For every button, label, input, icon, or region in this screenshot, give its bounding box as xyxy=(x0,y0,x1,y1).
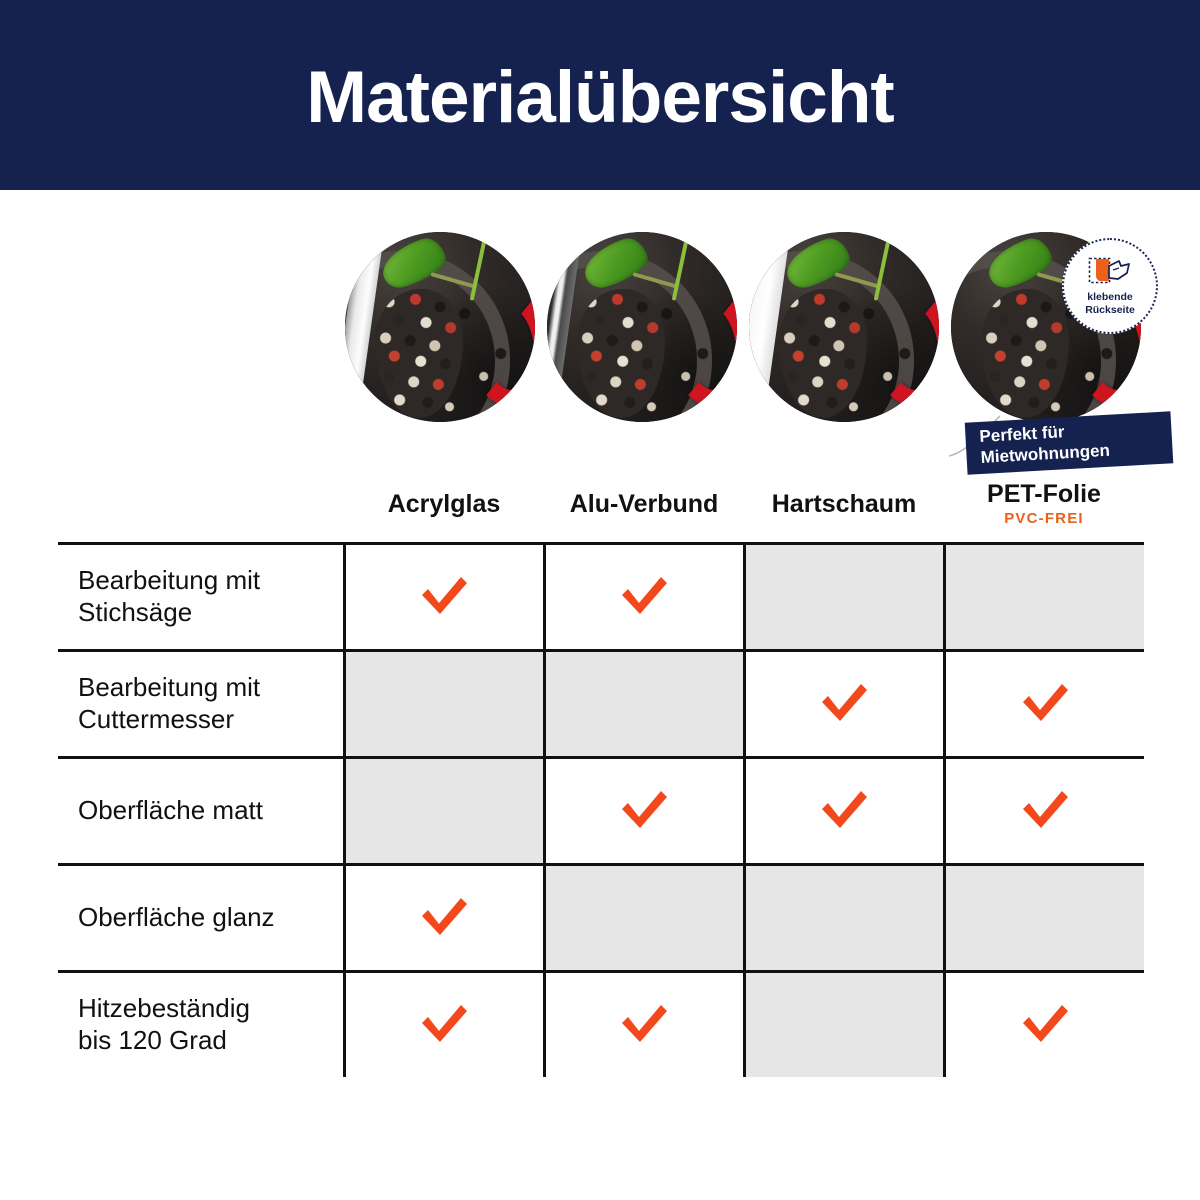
product-photo xyxy=(547,232,737,422)
column-header-subtitle-pvc-frei: PVC-FREI xyxy=(1004,510,1084,528)
cell-stichsaege-alu-verbund xyxy=(542,542,744,651)
cell-matt-pet-folie xyxy=(942,756,1144,865)
sticky-badge-line-1: klebende xyxy=(1087,291,1133,304)
cell-hitze-pet-folie xyxy=(942,970,1144,1077)
column-header-pet-folie: PET-Folie PVC-FREI xyxy=(944,466,1144,544)
check-mark-icon xyxy=(422,1004,467,1042)
check-mark-icon xyxy=(1022,1004,1068,1042)
cell-stichsaege-acrylglas xyxy=(342,542,544,651)
column-header-alu-verbund: Alu-Verbund xyxy=(544,466,744,544)
cell-stichsaege-hartschaum xyxy=(742,542,944,651)
table-row: Bearbeitung mit Stichsäge xyxy=(58,542,1144,651)
cell-glanz-pet-folie xyxy=(942,863,1144,972)
cell-stichsaege-pet-folie xyxy=(942,542,1144,651)
cell-glanz-acrylglas xyxy=(342,863,544,972)
row-label-stichsaege: Bearbeitung mit Stichsäge xyxy=(58,542,344,651)
check-mark-icon xyxy=(622,1004,667,1042)
sticky-badge-line-2: Rückseite xyxy=(1085,303,1135,316)
product-thumbnail-acrylglas[interactable] xyxy=(345,232,535,422)
column-header-title: Hartschaum xyxy=(771,489,917,518)
thumbnail-strip xyxy=(345,232,1160,432)
cell-cuttermesser-alu-verbund xyxy=(542,649,744,758)
table-header-row: Acrylglas Alu-Verbund Hartschaum PET-Fol… xyxy=(58,466,1144,544)
row-label-oberflaeche-matt: Oberfläche matt xyxy=(58,756,344,865)
check-mark-icon xyxy=(422,897,467,935)
check-mark-icon xyxy=(1022,683,1068,721)
table-body: Bearbeitung mit Stichsäge Bearbeitung mi… xyxy=(58,542,1144,1077)
table-row: Bearbeitung mit Cuttermesser xyxy=(58,649,1144,758)
check-mark-icon xyxy=(1022,790,1068,828)
check-mark-icon xyxy=(422,576,467,614)
header-banner: Materialübersicht xyxy=(0,0,1200,190)
check-mark-icon xyxy=(622,576,667,614)
cell-glanz-hartschaum xyxy=(742,863,944,972)
column-header-hartschaum: Hartschaum xyxy=(744,466,944,544)
cell-cuttermesser-hartschaum xyxy=(742,649,944,758)
cell-matt-alu-verbund xyxy=(542,756,744,865)
material-comparison-table: Acrylglas Alu-Verbund Hartschaum PET-Fol… xyxy=(58,466,1144,1077)
product-photo xyxy=(749,232,939,422)
page-title: Materialübersicht xyxy=(306,56,894,138)
column-header-acrylglas: Acrylglas xyxy=(344,466,544,544)
row-label-oberflaeche-glanz: Oberfläche glanz xyxy=(58,863,344,972)
peel-sticker-hand-icon xyxy=(1088,258,1130,284)
cell-hitze-hartschaum xyxy=(742,970,944,1077)
table-row: Hitzebeständig bis 120 Grad xyxy=(58,970,1144,1077)
sticky-back-badge: klebende Rückseite xyxy=(1062,238,1158,334)
cell-glanz-alu-verbund xyxy=(542,863,744,972)
row-label-cuttermesser: Bearbeitung mit Cuttermesser xyxy=(58,649,344,758)
column-header-title: Acrylglas xyxy=(387,489,501,518)
column-header-title: PET-Folie xyxy=(987,479,1101,508)
product-thumbnail-alu-verbund[interactable] xyxy=(547,232,737,422)
cell-matt-hartschaum xyxy=(742,756,944,865)
table-row: Oberfläche glanz xyxy=(58,863,1144,972)
cell-cuttermesser-pet-folie xyxy=(942,649,1144,758)
table-corner-cell xyxy=(58,466,344,544)
cell-hitze-alu-verbund xyxy=(542,970,744,1077)
check-mark-icon xyxy=(822,790,867,828)
cell-cuttermesser-acrylglas xyxy=(342,649,544,758)
row-label-hitzebestaendig: Hitzebeständig bis 120 Grad xyxy=(58,970,344,1077)
cell-hitze-acrylglas xyxy=(342,970,544,1077)
table-row: Oberfläche matt xyxy=(58,756,1144,865)
cell-matt-acrylglas xyxy=(342,756,544,865)
column-header-title: Alu-Verbund xyxy=(569,489,719,518)
product-thumbnail-hartschaum[interactable] xyxy=(749,232,939,422)
check-mark-icon xyxy=(822,683,867,721)
check-mark-icon xyxy=(622,790,667,828)
